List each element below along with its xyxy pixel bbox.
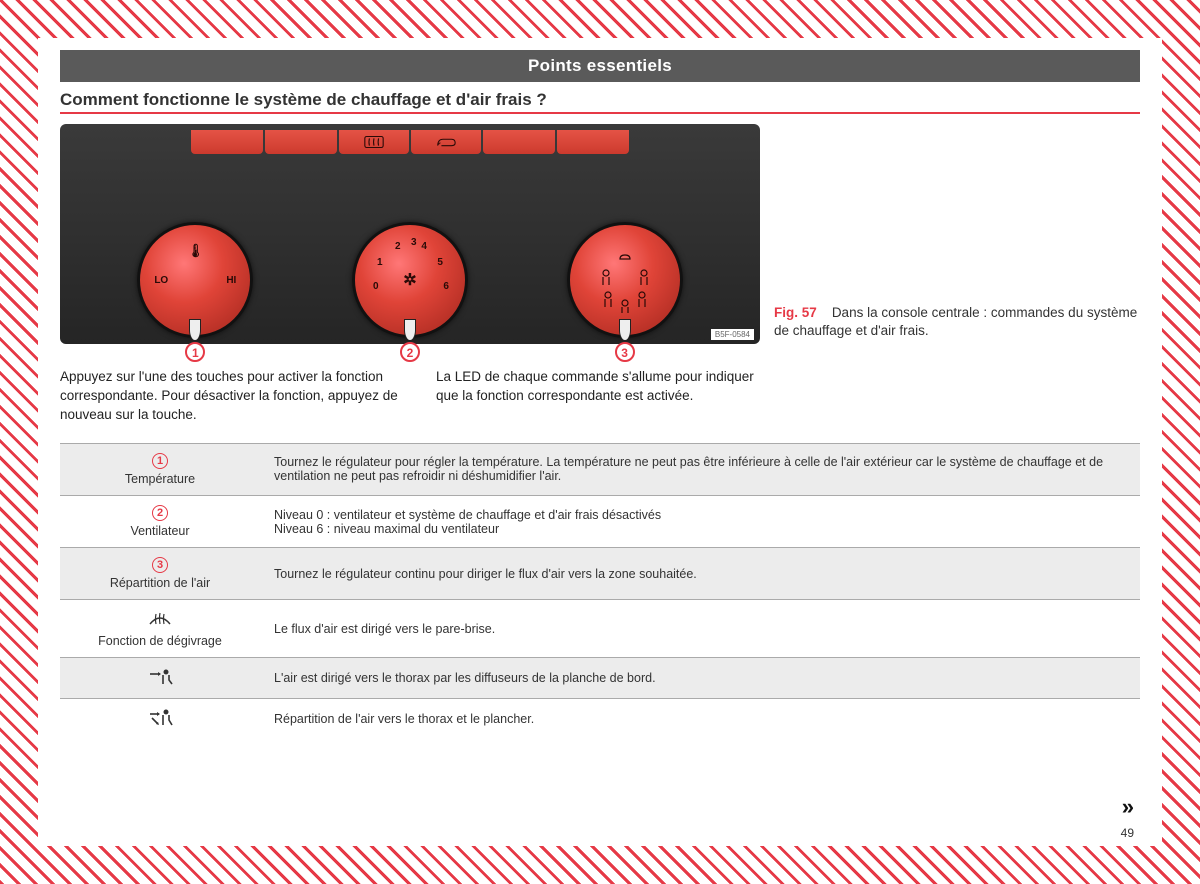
- dial-fan: 0 1 2 3 4 5 6 ✲ 2: [352, 222, 468, 338]
- row-label-4: Fonction de dégivrage: [98, 634, 222, 648]
- air-upper-icon: [146, 666, 174, 690]
- continue-marker: »: [1122, 794, 1134, 820]
- row-desc-1: Tournez le régulateur pour régler la tem…: [260, 443, 1140, 495]
- table-row: 2 Ventilateur Niveau 0 : ventilateur et …: [60, 495, 1140, 547]
- row-label-3: Répartition de l'air: [110, 576, 210, 590]
- body-col-2: La LED de chaque commande s'allume pour …: [436, 368, 776, 425]
- dial-callout-2: 2: [400, 342, 420, 362]
- fan-num-4: 4: [421, 241, 427, 252]
- dial-airflow: 3: [567, 222, 683, 338]
- row-num-2: 2: [152, 505, 168, 521]
- recirculation-icon: [435, 134, 457, 150]
- row-num-3: 3: [152, 557, 168, 573]
- row-desc-2: Niveau 0 : ventilateur et système de cha…: [260, 495, 1140, 547]
- row-desc-5: L'air est dirigé vers le thorax par les …: [260, 657, 1140, 698]
- panel-button-blank-1: [191, 130, 263, 154]
- figure-caption: Fig. 57 Dans la console centrale : comma…: [774, 304, 1140, 344]
- row-label-2: Ventilateur: [130, 524, 189, 538]
- figure-label: Fig. 57: [774, 305, 817, 320]
- dial1-lo: LO: [154, 275, 168, 286]
- airflow-positions-icon: [590, 245, 660, 315]
- row-num-1: 1: [152, 453, 168, 469]
- row-desc-3: Tournez le régulateur continu pour dirig…: [260, 548, 1140, 600]
- row-desc-6: Répartition de l'air vers le thorax et l…: [260, 699, 1140, 740]
- fan-num-2: 2: [395, 241, 401, 252]
- air-split-icon: [146, 707, 174, 731]
- page-number: 49: [1121, 826, 1134, 840]
- fan-num-3: 3: [411, 237, 417, 248]
- dial1-hi: HI: [226, 275, 236, 286]
- panel-button-recirc: [411, 130, 481, 154]
- panel-top-buttons: [191, 130, 629, 154]
- fan-icon: ✲: [403, 270, 416, 290]
- section-subtitle-wrap: Comment fonctionne le système de chauffa…: [60, 86, 1140, 114]
- dial-temperature: LO HI 🌡 1: [137, 222, 253, 338]
- table-row: L'air est dirigé vers le thorax par les …: [60, 657, 1140, 698]
- figure-image-ref: B5F-0584: [711, 329, 754, 340]
- defrost-rear-icon: [363, 134, 385, 150]
- hvac-panel: LO HI 🌡 1 0 1 2 3: [60, 124, 760, 344]
- dial-callout-1: 1: [185, 342, 205, 362]
- panel-button-blank-2: [265, 130, 337, 154]
- dial-callout-3: 3: [615, 342, 635, 362]
- table-row: Fonction de dégivrage Le flux d'air est …: [60, 600, 1140, 658]
- row-desc-4: Le flux d'air est dirigé vers le pare-br…: [260, 600, 1140, 658]
- fan-num-6: 6: [443, 281, 449, 292]
- table-row: Répartition de l'air vers le thorax et l…: [60, 699, 1140, 740]
- fan-num-5: 5: [437, 257, 443, 268]
- row-label-1: Température: [125, 472, 195, 486]
- table-row: 1 Température Tournez le régulateur pour…: [60, 443, 1140, 495]
- figure-area: LO HI 🌡 1 0 1 2 3: [60, 124, 1140, 344]
- panel-button-blank-4: [557, 130, 629, 154]
- body-columns: Appuyez sur l'une des touches pour activ…: [60, 368, 1140, 425]
- controls-table: 1 Température Tournez le régulateur pour…: [60, 443, 1140, 740]
- fan-num-1: 1: [377, 257, 383, 268]
- panel-button-defrost: [339, 130, 409, 154]
- defrost-icon: [146, 608, 174, 632]
- fan-num-0: 0: [373, 281, 379, 292]
- page-header: Points essentiels: [60, 50, 1140, 82]
- figure-caption-text: Dans la console centrale : commandes du …: [774, 305, 1137, 338]
- table-row: 3 Répartition de l'air Tournez le régula…: [60, 548, 1140, 600]
- dials-row: LO HI 🌡 1 0 1 2 3: [60, 222, 760, 338]
- page-container: Points essentiels Comment fonctionne le …: [38, 38, 1162, 846]
- section-subtitle: Comment fonctionne le système de chauffa…: [60, 90, 1140, 110]
- panel-button-blank-3: [483, 130, 555, 154]
- body-col-1: Appuyez sur l'une des touches pour activ…: [60, 368, 400, 425]
